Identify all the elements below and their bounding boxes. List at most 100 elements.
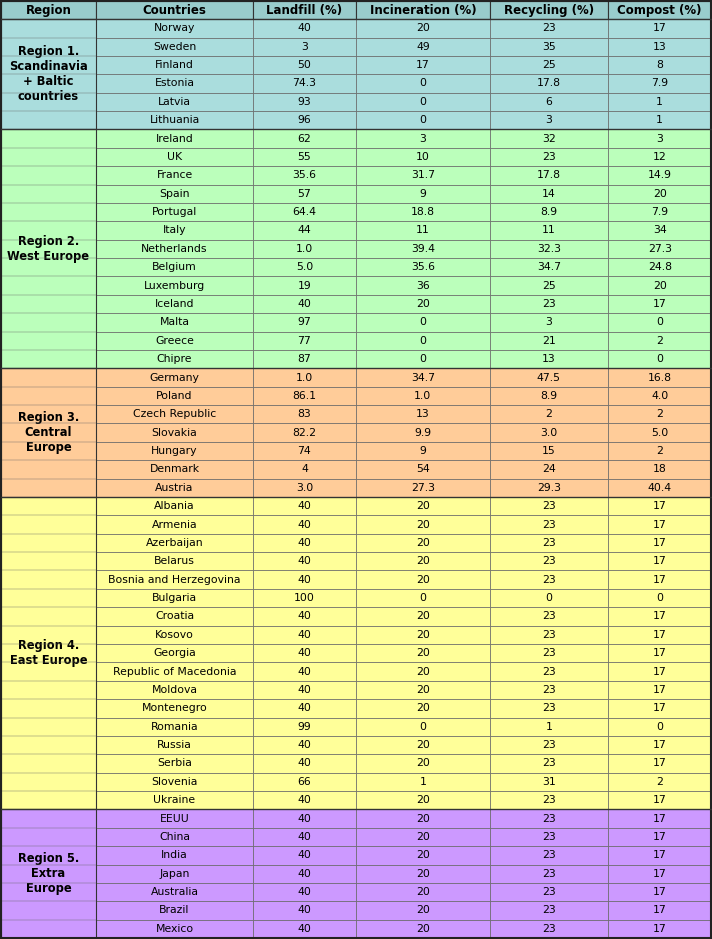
Text: 40: 40 (298, 648, 311, 658)
Bar (356, 442, 490, 460)
Text: Armenia: Armenia (152, 519, 197, 530)
Bar (608, 497, 711, 516)
Text: Recycling (%): Recycling (%) (504, 4, 594, 17)
Text: 32.3: 32.3 (537, 244, 561, 254)
Bar (1, 497, 96, 809)
Bar (253, 533, 356, 552)
Text: 50: 50 (298, 60, 311, 70)
Bar (356, 552, 490, 571)
Bar (490, 331, 608, 350)
Bar (96, 295, 253, 314)
Text: 40: 40 (298, 575, 311, 585)
Text: 62: 62 (298, 133, 311, 144)
Bar (490, 644, 608, 662)
Text: Romania: Romania (151, 722, 199, 731)
Bar (253, 608, 356, 625)
Bar (253, 717, 356, 736)
Bar (253, 442, 356, 460)
Bar (490, 185, 608, 203)
Text: 17: 17 (653, 869, 666, 879)
Text: 40: 40 (298, 795, 311, 806)
Bar (96, 130, 253, 147)
Bar (253, 56, 356, 74)
Bar (356, 19, 490, 38)
Text: 99: 99 (298, 722, 311, 731)
Bar (356, 497, 490, 516)
Text: 40: 40 (298, 905, 311, 916)
Text: 23: 23 (542, 299, 556, 309)
Text: Lithuania: Lithuania (150, 115, 199, 125)
Text: 14: 14 (542, 189, 556, 199)
Bar (96, 754, 253, 773)
Text: 40: 40 (298, 685, 311, 695)
Bar (490, 19, 608, 38)
Text: 17: 17 (653, 575, 666, 585)
Text: 87: 87 (298, 354, 311, 364)
Text: 23: 23 (542, 575, 556, 585)
Text: 9: 9 (419, 446, 426, 456)
Text: 27.3: 27.3 (648, 244, 671, 254)
Bar (356, 479, 490, 497)
Bar (253, 222, 356, 239)
Text: 2: 2 (656, 409, 663, 420)
Bar (356, 314, 490, 331)
Bar (490, 387, 608, 405)
Text: 23: 23 (542, 813, 556, 824)
Text: 1: 1 (419, 777, 426, 787)
Text: 77: 77 (298, 336, 311, 346)
Text: 4: 4 (301, 465, 308, 474)
Text: 40: 40 (298, 667, 311, 677)
Text: 17: 17 (653, 759, 666, 768)
Text: 24: 24 (542, 465, 556, 474)
Bar (608, 56, 711, 74)
Text: 55: 55 (298, 152, 311, 162)
Text: 15: 15 (542, 446, 556, 456)
Text: 20: 20 (416, 832, 430, 842)
Bar (608, 19, 711, 38)
Bar (1, 368, 96, 497)
Bar (253, 754, 356, 773)
Bar (96, 239, 253, 258)
Text: Compost (%): Compost (%) (617, 4, 702, 17)
Bar (253, 38, 356, 56)
Bar (96, 258, 253, 276)
Bar (608, 295, 711, 314)
Text: Chipre: Chipre (157, 354, 192, 364)
Bar (356, 644, 490, 662)
Text: 17: 17 (653, 924, 666, 934)
Bar (96, 644, 253, 662)
Text: Brazil: Brazil (159, 905, 189, 916)
Bar (356, 74, 490, 93)
Text: 29.3: 29.3 (537, 483, 561, 493)
Text: Serbia: Serbia (157, 759, 192, 768)
Text: China: China (159, 832, 190, 842)
Bar (608, 865, 711, 883)
Bar (253, 479, 356, 497)
Text: Bulgaria: Bulgaria (152, 593, 197, 603)
Bar (96, 460, 253, 479)
Text: 2: 2 (656, 336, 663, 346)
Text: 93: 93 (298, 97, 311, 107)
Text: 32: 32 (542, 133, 556, 144)
Bar (96, 111, 253, 130)
Bar (356, 350, 490, 368)
Text: Luxemburg: Luxemburg (144, 281, 205, 291)
Bar (608, 552, 711, 571)
Bar (608, 625, 711, 644)
Text: 20: 20 (416, 501, 430, 511)
Bar (96, 608, 253, 625)
Bar (356, 700, 490, 717)
Bar (96, 919, 253, 938)
Text: 23: 23 (542, 538, 556, 548)
Text: Landfill (%): Landfill (%) (266, 4, 342, 17)
Text: 12: 12 (653, 152, 666, 162)
Text: Belarus: Belarus (154, 556, 195, 566)
Bar (608, 350, 711, 368)
Text: Belgium: Belgium (152, 262, 197, 272)
Bar (96, 846, 253, 865)
Text: Portugal: Portugal (152, 208, 197, 217)
Text: Sweden: Sweden (153, 41, 197, 52)
Bar (356, 901, 490, 919)
Text: 100: 100 (294, 593, 315, 603)
Text: 35.6: 35.6 (293, 170, 316, 180)
